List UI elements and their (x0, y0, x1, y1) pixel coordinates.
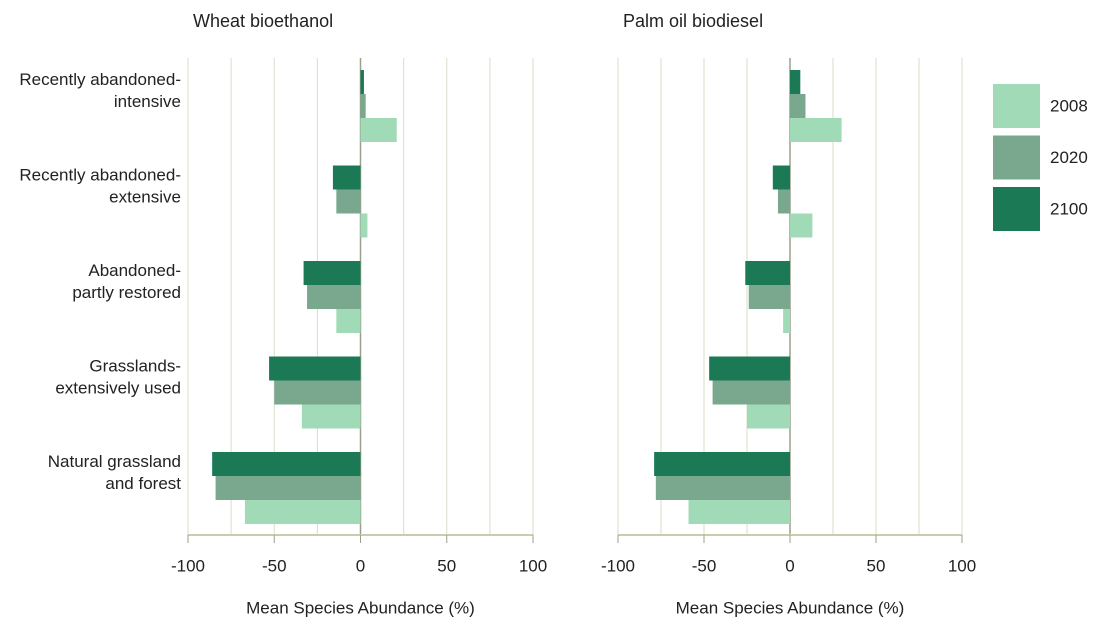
bar (269, 356, 361, 381)
bar (655, 476, 790, 500)
x-tick-label: -50 (692, 556, 717, 575)
bar (303, 261, 361, 285)
bar (360, 70, 364, 94)
bar (790, 118, 842, 142)
bar (360, 213, 368, 238)
legend-label: 2008 (1050, 96, 1088, 115)
x-tick-label: 100 (519, 556, 547, 575)
bar (745, 261, 790, 285)
legend-swatch (993, 84, 1040, 128)
bar (307, 285, 361, 309)
bar (215, 476, 361, 500)
y-tick-label: Grasslands-extensively used (55, 357, 181, 398)
y-tick-label: Natural grassland and forest (48, 452, 182, 493)
y-tick-label: Recently abandoned-intensive (19, 70, 181, 111)
x-tick-label: -100 (601, 556, 635, 575)
legend-swatch (993, 135, 1040, 180)
legend-label: 2100 (1050, 199, 1088, 218)
x-tick-label: 0 (785, 556, 794, 575)
bar (360, 94, 366, 118)
bar (790, 70, 801, 94)
bar (747, 404, 790, 429)
x-tick-label: 50 (867, 556, 886, 575)
bar (748, 285, 790, 309)
bar (274, 380, 361, 405)
bar (709, 356, 790, 381)
bar (790, 94, 806, 118)
x-tick-label: 0 (356, 556, 365, 575)
bar (336, 309, 361, 333)
x-tick-label: -100 (171, 556, 205, 575)
bar (332, 165, 361, 190)
bar (712, 380, 790, 405)
y-tick-label: Abandoned-partly restored (72, 261, 181, 302)
legend-swatch (993, 187, 1040, 231)
bar (783, 309, 790, 333)
x-tick-label: -50 (262, 556, 287, 575)
x-axis-title: Mean Species Abundance (%) (676, 598, 905, 617)
bar (790, 213, 813, 238)
panel-title: Wheat bioethanol (193, 11, 333, 31)
bar (772, 165, 790, 190)
bar (654, 452, 790, 476)
bar (688, 500, 790, 524)
bar (360, 118, 397, 142)
legend-label: 2020 (1050, 148, 1088, 167)
bar (777, 189, 790, 214)
panel-title: Palm oil biodiesel (623, 11, 763, 31)
x-tick-label: 100 (948, 556, 976, 575)
x-axis-title: Mean Species Abundance (%) (246, 598, 475, 617)
bar (244, 500, 361, 524)
x-tick-label: 50 (437, 556, 456, 575)
y-tick-label: Recently abandoned-extensive (19, 166, 181, 207)
bar (212, 452, 361, 476)
bar (301, 404, 361, 429)
bar (336, 189, 361, 214)
